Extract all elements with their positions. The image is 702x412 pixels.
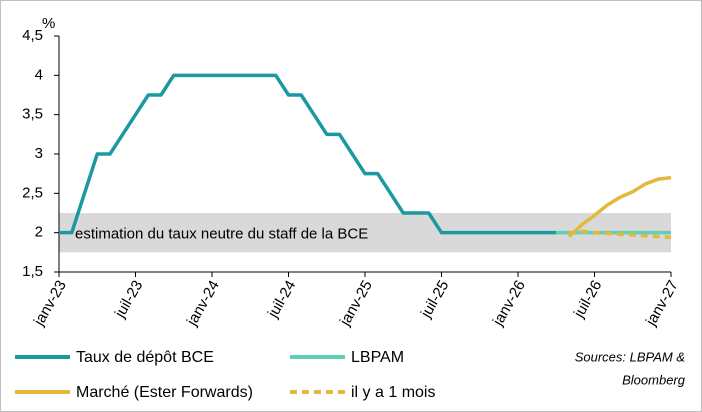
legend-label: Taux de dépôt BCE — [76, 349, 214, 366]
series-line — [567, 175, 672, 238]
sources: Sources: LBPAM & — [575, 349, 685, 364]
legend-label: Marché (Ester Forwards) — [76, 384, 253, 401]
y-tick-label: 4,5 — [22, 27, 43, 44]
legend-label: il y a 1 mois — [351, 384, 435, 401]
y-tick-label: 2 — [35, 224, 43, 241]
y-unit: % — [42, 15, 55, 32]
series-line — [59, 73, 557, 235]
y-tick-label: 1,5 — [22, 263, 43, 280]
y-tick-label: 3 — [35, 145, 43, 162]
series-line — [568, 229, 672, 240]
y-tick-label: 3,5 — [22, 106, 43, 123]
sources: Bloomberg — [622, 372, 686, 387]
y-tick-label: 2,5 — [22, 184, 43, 201]
y-tick-label: 4 — [35, 66, 43, 83]
band-label: estimation du taux neutre du staff de la… — [75, 226, 368, 243]
legend-label: LBPAM — [351, 349, 404, 366]
